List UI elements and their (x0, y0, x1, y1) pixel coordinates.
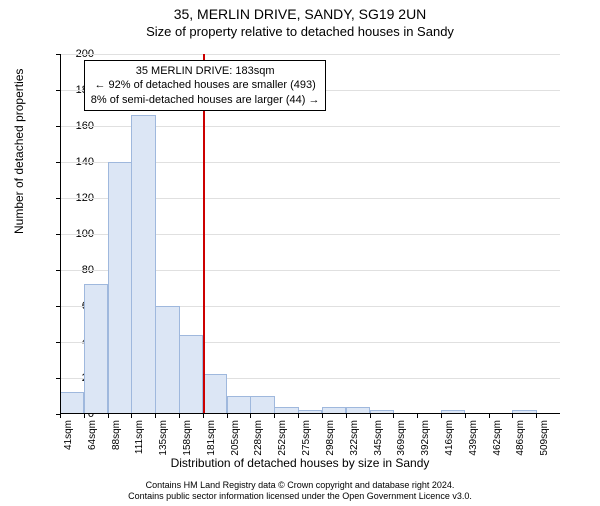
xtick-mark (155, 414, 156, 418)
xtick-label: 64sqm (87, 420, 98, 450)
ytick-mark (56, 378, 60, 379)
footer-line2: Contains public sector information licen… (0, 491, 600, 502)
histogram-bar (179, 335, 203, 414)
chart-title: 35, MERLIN DRIVE, SANDY, SG19 2UN (0, 6, 600, 22)
xtick-label: 486sqm (515, 420, 526, 456)
xtick-mark (227, 414, 228, 418)
ytick-mark (56, 234, 60, 235)
xtick-label: 369sqm (396, 420, 407, 456)
ytick-mark (56, 162, 60, 163)
annotation-box: 35 MERLIN DRIVE: 183sqm ← 92% of detache… (84, 60, 327, 111)
y-axis-label: Number of detached properties (12, 69, 26, 234)
xtick-mark (131, 414, 132, 418)
xtick-label: 322sqm (349, 420, 360, 456)
ytick-mark (56, 54, 60, 55)
annotation-line2: ← 92% of detached houses are smaller (49… (91, 78, 320, 92)
xtick-label: 509sqm (539, 420, 550, 456)
ytick-mark (56, 90, 60, 91)
xtick-mark (370, 414, 371, 418)
xtick-label: 135sqm (158, 420, 169, 456)
xtick-mark (465, 414, 466, 418)
ytick-mark (56, 306, 60, 307)
histogram-bar (155, 306, 179, 414)
ytick-mark (56, 126, 60, 127)
annotation-line3: 8% of semi-detached houses are larger (4… (91, 93, 320, 107)
xtick-mark (489, 414, 490, 418)
xtick-mark (441, 414, 442, 418)
xtick-mark (512, 414, 513, 418)
xtick-label: 416sqm (444, 420, 455, 456)
xtick-mark (179, 414, 180, 418)
xtick-mark (203, 414, 204, 418)
xtick-mark (250, 414, 251, 418)
xtick-label: 392sqm (420, 420, 431, 456)
histogram-bar (227, 396, 251, 414)
histogram-bar (108, 162, 132, 414)
xtick-mark (298, 414, 299, 418)
xtick-mark (108, 414, 109, 418)
footer-line1: Contains HM Land Registry data © Crown c… (0, 480, 600, 491)
xtick-label: 205sqm (230, 420, 241, 456)
x-axis-line (60, 413, 560, 414)
xtick-mark (274, 414, 275, 418)
xtick-mark (84, 414, 85, 418)
xtick-label: 111sqm (134, 420, 145, 454)
chart-subtitle: Size of property relative to detached ho… (0, 24, 600, 39)
histogram-bar (60, 392, 84, 414)
xtick-mark (346, 414, 347, 418)
ytick-mark (56, 342, 60, 343)
histogram-bar (131, 115, 155, 414)
y-axis-line (60, 54, 61, 414)
annotation-line1: 35 MERLIN DRIVE: 183sqm (91, 64, 320, 78)
xtick-mark (60, 414, 61, 418)
xtick-mark (393, 414, 394, 418)
plot-area: 35 MERLIN DRIVE: 183sqm ← 92% of detache… (60, 54, 560, 414)
x-axis-label: Distribution of detached houses by size … (0, 456, 600, 470)
footer-attribution: Contains HM Land Registry data © Crown c… (0, 480, 600, 502)
ytick-mark (56, 198, 60, 199)
xtick-label: 228sqm (253, 420, 264, 456)
xtick-label: 345sqm (373, 420, 384, 456)
xtick-label: 41sqm (63, 420, 74, 450)
gridline (60, 54, 560, 55)
xtick-label: 439sqm (468, 420, 479, 456)
histogram-bar (203, 374, 227, 414)
xtick-mark (417, 414, 418, 418)
xtick-label: 298sqm (325, 420, 336, 456)
histogram-bar (84, 284, 108, 414)
xtick-mark (322, 414, 323, 418)
xtick-label: 462sqm (492, 420, 503, 456)
xtick-label: 275sqm (301, 420, 312, 456)
ytick-mark (56, 270, 60, 271)
xtick-label: 181sqm (206, 420, 217, 456)
xtick-label: 252sqm (277, 420, 288, 456)
xtick-label: 88sqm (111, 420, 122, 450)
histogram-bar (250, 396, 274, 414)
xtick-label: 158sqm (182, 420, 193, 456)
xtick-mark (536, 414, 537, 418)
